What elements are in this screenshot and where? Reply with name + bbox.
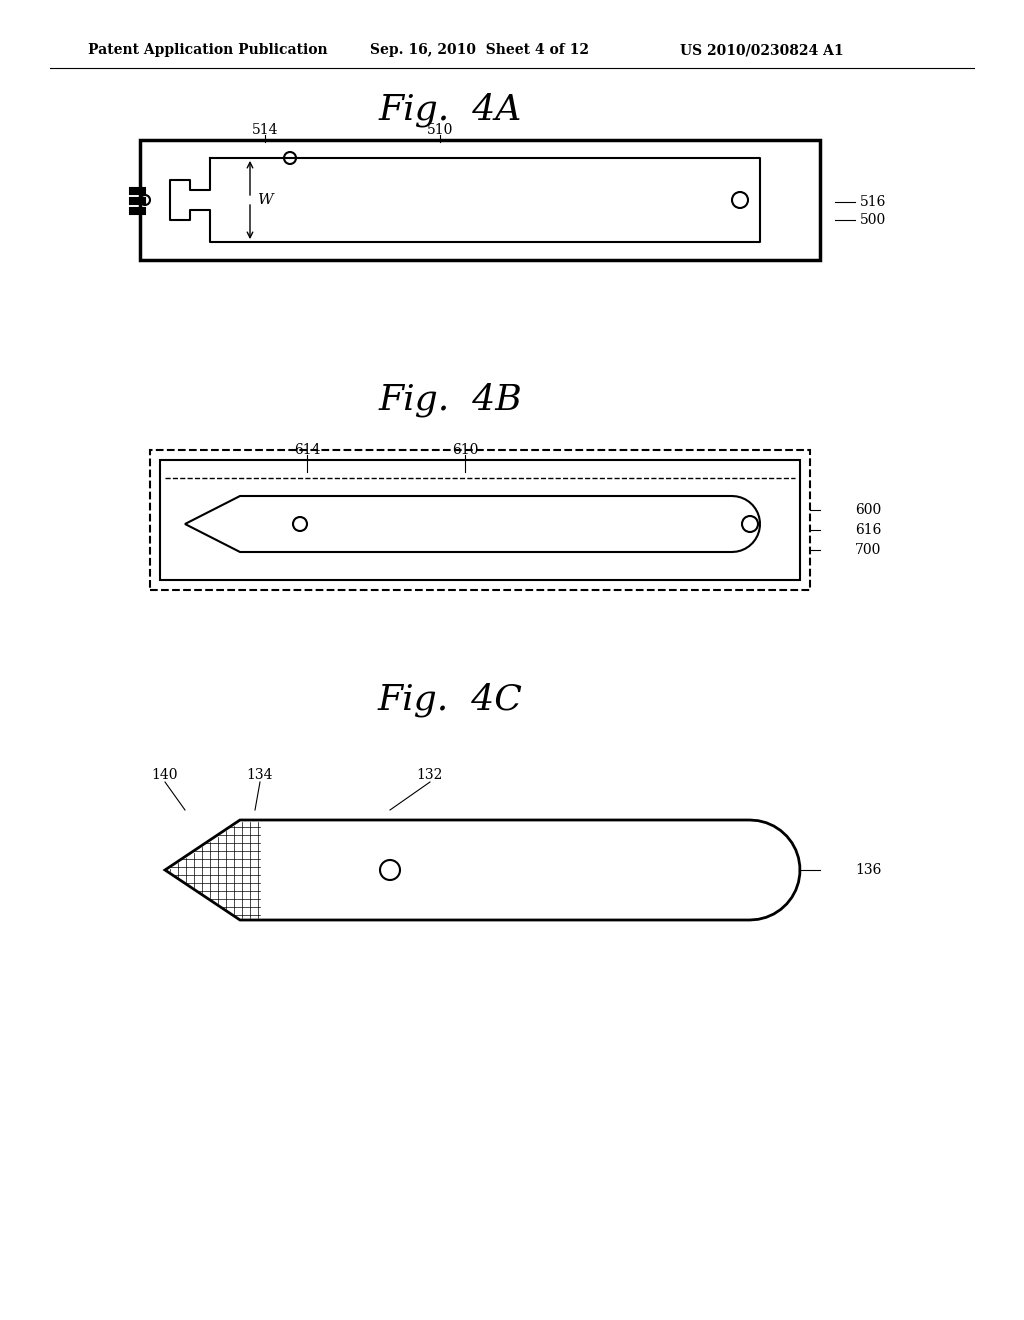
Text: Fig.  4A: Fig. 4A bbox=[378, 92, 521, 127]
Text: US 2010/0230824 A1: US 2010/0230824 A1 bbox=[680, 44, 844, 57]
Text: 614: 614 bbox=[294, 444, 321, 457]
Text: 616: 616 bbox=[855, 523, 882, 537]
Text: 500: 500 bbox=[860, 213, 886, 227]
Text: 610: 610 bbox=[452, 444, 478, 457]
Text: Sep. 16, 2010  Sheet 4 of 12: Sep. 16, 2010 Sheet 4 of 12 bbox=[370, 44, 589, 57]
Text: 700: 700 bbox=[855, 543, 882, 557]
Text: Fig.  4B: Fig. 4B bbox=[378, 383, 522, 417]
Polygon shape bbox=[185, 496, 760, 552]
Text: Fig.  4C: Fig. 4C bbox=[378, 682, 522, 717]
Text: 134: 134 bbox=[247, 768, 273, 781]
Text: 514: 514 bbox=[252, 123, 279, 137]
Text: 600: 600 bbox=[855, 503, 882, 517]
Bar bbox=[130, 209, 145, 214]
Bar bbox=[130, 187, 145, 194]
Bar bbox=[150, 450, 810, 590]
Text: 510: 510 bbox=[427, 123, 454, 137]
Text: Patent Application Publication: Patent Application Publication bbox=[88, 44, 328, 57]
FancyBboxPatch shape bbox=[160, 459, 800, 579]
Text: W: W bbox=[258, 193, 273, 207]
Bar bbox=[130, 198, 145, 205]
Text: 140: 140 bbox=[152, 768, 178, 781]
Text: 516: 516 bbox=[860, 195, 887, 209]
Polygon shape bbox=[165, 820, 800, 920]
Bar bbox=[140, 140, 820, 260]
Text: 132: 132 bbox=[417, 768, 443, 781]
Text: 136: 136 bbox=[855, 863, 882, 876]
